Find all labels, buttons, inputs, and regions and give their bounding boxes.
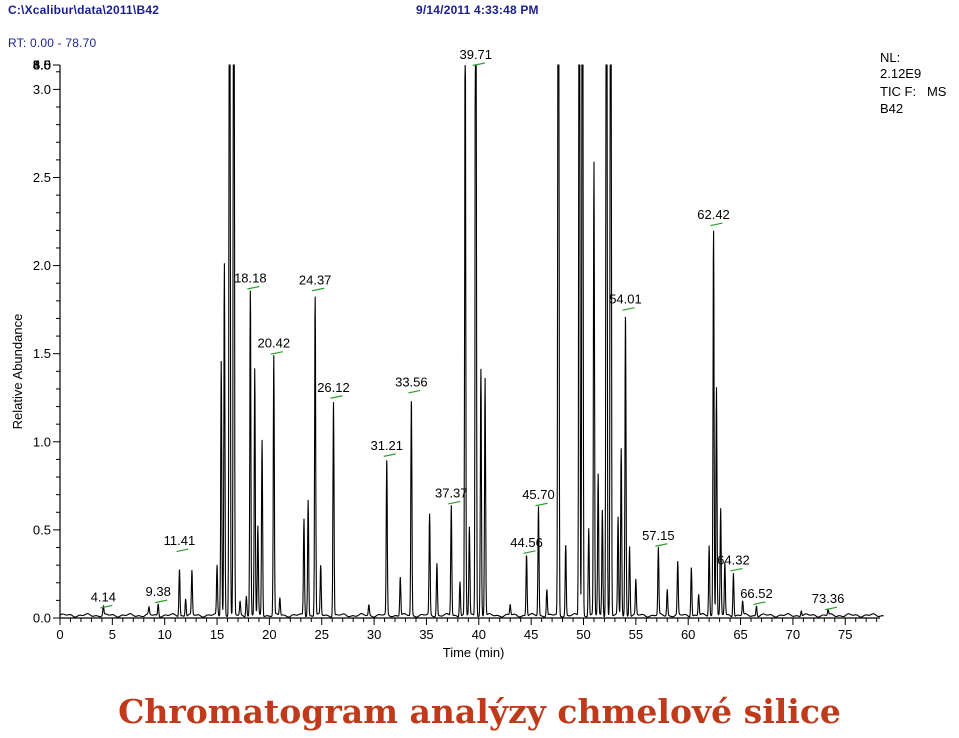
x-tick-label: 10 bbox=[157, 627, 171, 642]
peak-label: 64.32 bbox=[717, 552, 750, 567]
peak-label: 24.37 bbox=[299, 272, 332, 287]
file-path: C:\Xcalibur\data\2011\B42 bbox=[8, 3, 160, 17]
y-tick-label: 6.0 bbox=[33, 58, 51, 73]
y-tick-label: 3.5 bbox=[33, 58, 51, 73]
y-tick-label: 3.0 bbox=[33, 82, 51, 97]
peak-label: 37.37 bbox=[435, 485, 468, 500]
x-tick-label: 45 bbox=[524, 627, 538, 642]
peak-label: 54.01 bbox=[609, 292, 642, 307]
x-axis-label: Time (min) bbox=[443, 645, 505, 660]
peak-label: 39.71 bbox=[459, 47, 492, 62]
peak-marker bbox=[155, 599, 168, 604]
x-tick-label: 60 bbox=[681, 627, 695, 642]
x-tick-label: 35 bbox=[419, 627, 433, 642]
x-tick-label: 55 bbox=[629, 627, 643, 642]
tic-trace bbox=[59, 64, 884, 618]
peak-marker bbox=[247, 285, 260, 290]
peak-marker bbox=[100, 604, 113, 609]
peak-marker bbox=[824, 606, 838, 611]
y-tick-label: 0.0 bbox=[33, 611, 51, 626]
peak-marker bbox=[448, 500, 461, 505]
y-tick-label: 2.0 bbox=[33, 258, 51, 273]
peak-marker bbox=[730, 567, 743, 572]
peak-marker bbox=[753, 601, 766, 605]
peak-label: 18.18 bbox=[234, 271, 267, 286]
peak-marker bbox=[523, 550, 536, 554]
x-tick-label: 5 bbox=[109, 627, 116, 642]
nl-value: 2.12E9 bbox=[880, 66, 922, 81]
y-tick-label: 5.5 bbox=[33, 58, 51, 73]
chromatogram-chart: 0 5 10 15 20 25 30 35 40 45 50 55 60 65 70 75 0.0 0.5 1.0 1… bbox=[10, 47, 884, 660]
x-tick-label: 0 bbox=[56, 627, 63, 642]
rt-value: 0.00 - 78.70 bbox=[29, 36, 97, 50]
y-tick-label: 4.0 bbox=[33, 58, 51, 73]
slide-caption: Chromatogram analýzy chmelové silice bbox=[118, 692, 841, 731]
peak-label: 66.52 bbox=[740, 586, 773, 601]
acquisition-timestamp: 9/14/2011 4:33:48 PM bbox=[416, 3, 539, 17]
y-tick-label: 1.5 bbox=[33, 346, 51, 361]
sample-name: B42 bbox=[880, 101, 904, 116]
y-tick-label: 5.0 bbox=[33, 58, 51, 73]
peak-marker bbox=[655, 543, 668, 547]
peak-label: 57.15 bbox=[642, 528, 675, 543]
peak-label: 62.42 bbox=[697, 207, 730, 222]
peak-label: 73.36 bbox=[812, 591, 845, 606]
peak-label: 31.21 bbox=[370, 438, 403, 453]
peak-label: 11.41 bbox=[164, 533, 196, 548]
peak-marker bbox=[408, 389, 421, 394]
peak-marker bbox=[312, 287, 325, 292]
peak-marker bbox=[270, 351, 283, 355]
peak-label: 33.56 bbox=[395, 374, 428, 389]
peak-label: 9.38 bbox=[146, 584, 171, 599]
x-tick-label: 30 bbox=[367, 627, 381, 642]
peak-marker bbox=[330, 395, 343, 399]
rt-label: RT: bbox=[8, 36, 27, 50]
x-tick-label: 70 bbox=[786, 627, 800, 642]
peak-marker bbox=[710, 222, 723, 227]
x-tick-label: 15 bbox=[210, 627, 224, 642]
tic-label: TIC F: bbox=[880, 84, 917, 99]
x-tick-label: 65 bbox=[733, 627, 747, 642]
tic-value: MS bbox=[926, 84, 947, 99]
tic-filter: TIC F: MS bbox=[880, 84, 946, 99]
peak-label: 20.42 bbox=[258, 336, 291, 351]
peak-label: 45.70 bbox=[522, 487, 555, 502]
x-tick-label: 25 bbox=[315, 627, 329, 642]
x-tick-label: 20 bbox=[262, 627, 276, 642]
peak-label: 26.12 bbox=[317, 380, 350, 395]
peak-marker bbox=[622, 307, 635, 311]
peak-marker bbox=[535, 502, 548, 507]
y-tick-label: 1.0 bbox=[33, 434, 51, 449]
x-tick-label: 40 bbox=[472, 627, 486, 642]
peak-marker bbox=[472, 62, 485, 67]
rt-range: RT: 0.00 - 78.70 bbox=[8, 36, 96, 50]
y-axis-label: Relative Abundance bbox=[10, 314, 25, 430]
nl-label: NL: bbox=[880, 50, 901, 65]
x-tick-label: 50 bbox=[576, 627, 590, 642]
x-tick-label: 75 bbox=[838, 627, 852, 642]
y-tick-label: 2.5 bbox=[33, 170, 51, 185]
peak-label: 44.56 bbox=[510, 535, 543, 550]
peak-marker bbox=[383, 453, 396, 457]
y-tick-label: 0.5 bbox=[33, 522, 51, 537]
peak-label: 4.14 bbox=[91, 589, 116, 604]
peak-marker bbox=[176, 548, 189, 553]
y-tick-label: 4.5 bbox=[33, 58, 51, 73]
